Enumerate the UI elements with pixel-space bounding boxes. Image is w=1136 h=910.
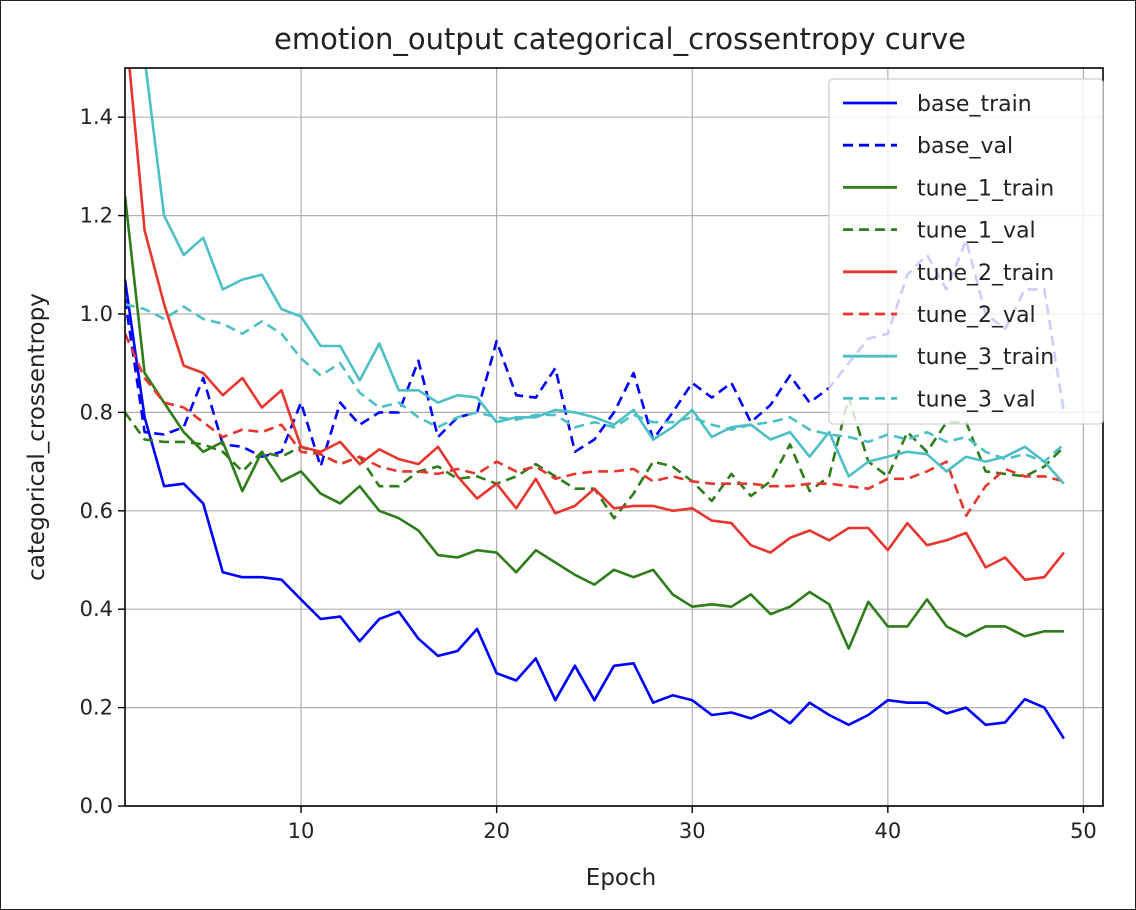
y-axis-label: categorical_crossentropy [24, 293, 50, 581]
series-layer [125, 68, 1066, 740]
y-tick-label: 1.0 [80, 302, 113, 326]
x-tick-label: 40 [874, 819, 901, 843]
series-line-base-train [125, 279, 1065, 740]
x-tick-label: 10 [288, 819, 315, 843]
plot-area [124, 67, 1104, 807]
x-tick-label: 50 [1070, 819, 1097, 843]
legend-label-tune-3-train: tune_3_train [917, 345, 1054, 370]
y-tick-label: 0.4 [80, 597, 113, 621]
legend-label-tune-3-val: tune_3_val [917, 387, 1036, 412]
y-tick-label: 0.8 [80, 400, 113, 424]
series-line-tune-3-train [144, 68, 1065, 485]
legend-label-base-train: base_train [917, 92, 1032, 117]
y-tick-label: 0.0 [80, 794, 113, 818]
legend-box [828, 78, 1104, 425]
legend-label-base-val: base_val [917, 134, 1013, 159]
legend-label-tune-1-train: tune_1_train [917, 176, 1054, 201]
legend-label-tune-2-val: tune_2_val [917, 303, 1036, 328]
legend-items: base_train base_val tune_1_train tune_1_val… [843, 92, 1054, 412]
chart-title: emotion_output categorical_crossentropy … [274, 22, 966, 56]
legend-label-tune-1-val: tune_1_val [917, 219, 1036, 244]
x-tick-label: 30 [679, 819, 706, 843]
y-tick-label: 0.2 [80, 696, 113, 720]
y-tick-label: 1.4 [80, 105, 113, 129]
x-axis-label: Epoch [586, 865, 656, 891]
legend: base_train base_val tune_1_train tune_1_val… [828, 78, 1104, 425]
legend-label-tune-2-train: tune_2_train [917, 261, 1054, 286]
series-line-tune-2-val [125, 333, 1065, 518]
y-axis: 0.0 0.2 0.4 0.6 0.8 1.0 1.2 1.4 [80, 105, 125, 818]
y-tick-label: 0.6 [80, 499, 113, 523]
series-line-tune-2-train [128, 68, 1065, 582]
x-axis: 10 20 30 40 50 [288, 806, 1097, 843]
series-line-tune-3-val [125, 302, 1065, 463]
x-tick-label: 20 [483, 819, 510, 843]
series-line-tune-1-train [125, 195, 1064, 650]
y-tick-label: 1.2 [80, 204, 113, 228]
